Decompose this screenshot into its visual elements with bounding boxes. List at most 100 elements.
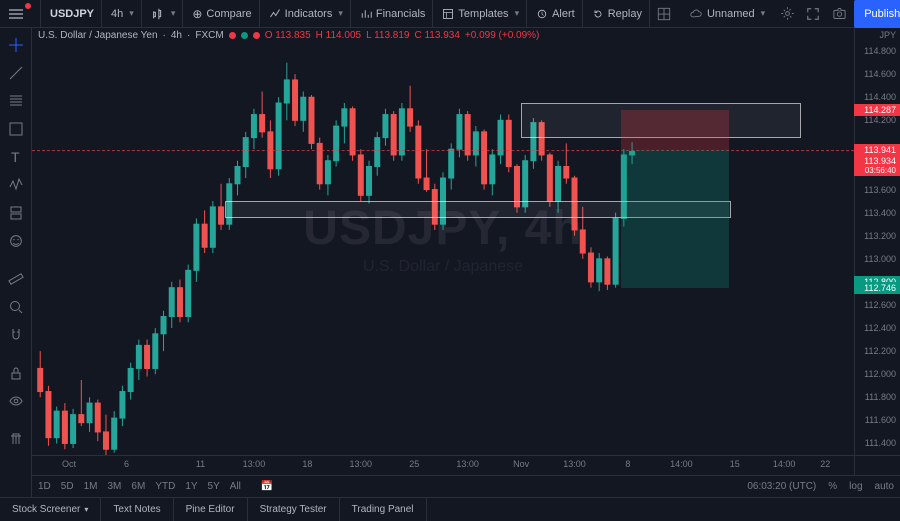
cloud-icon [689, 7, 703, 21]
y-tick: 111.800 [865, 392, 896, 402]
plus-circle-icon [192, 7, 202, 21]
financials-icon [360, 8, 372, 20]
bottom-tab-strategy-tester[interactable]: Strategy Tester [248, 498, 340, 521]
alert-button[interactable]: Alert [529, 0, 583, 28]
legend: U.S. Dollar / Japanese Yen · 4h · FXCM O… [38, 30, 539, 41]
measure-tool[interactable] [3, 266, 29, 292]
chart-plot[interactable]: USDJPY, 4h U.S. Dollar / Japanese U.S. D… [32, 28, 854, 455]
x-tick: 14:00 [773, 459, 796, 469]
clock: 06:03:20 (UTC) [747, 481, 816, 492]
svg-text:T: T [11, 149, 20, 165]
chart-style-button[interactable] [144, 0, 184, 28]
x-tick: Nov [513, 459, 529, 469]
y-tick: 111.400 [865, 438, 896, 448]
entry-line [32, 150, 854, 151]
shapes-tool[interactable] [3, 116, 29, 142]
y-tick: 112.600 [864, 300, 896, 310]
indicators-icon [269, 8, 281, 20]
y-tick: 114.600 [864, 69, 896, 79]
y-tick: 112.200 [864, 346, 896, 356]
y-tick: 113.000 [864, 254, 896, 264]
timeframe-5y[interactable]: 5Y [208, 481, 220, 492]
time-axis[interactable]: Oct61113:001813:002513:00Nov13:00814:001… [32, 456, 854, 475]
lock-tool[interactable] [3, 360, 29, 386]
status-dot-icon [229, 32, 236, 39]
y-tick: 114.200 [864, 115, 896, 125]
trendline-tool[interactable] [3, 60, 29, 86]
bottom-tab-trading-panel[interactable]: Trading Panel [340, 498, 427, 521]
x-tick: 18 [302, 459, 312, 469]
y-tick: 113.600 [864, 185, 896, 195]
settings-button[interactable] [776, 3, 798, 25]
x-tick: 6 [124, 459, 129, 469]
x-tick: 13:00 [350, 459, 373, 469]
timeframe-bar: 1D 5D 1M 3M 6M YTD 1Y 5Y All 06:03:20 (UTC) % lo… [32, 475, 900, 497]
templates-button[interactable]: Templates [435, 0, 527, 28]
timeframe-1d[interactable]: 1D [38, 481, 51, 492]
x-tick: 14:00 [670, 459, 693, 469]
camera-icon [832, 6, 847, 21]
y-tick: 114.800 [864, 46, 896, 56]
status-dot-icon [241, 32, 248, 39]
magnet-tool[interactable] [3, 322, 29, 348]
compare-button[interactable]: Compare [185, 0, 259, 28]
timeframe-5d[interactable]: 5D [61, 481, 74, 492]
x-tick: 13:00 [563, 459, 586, 469]
price-axis[interactable]: JPY 114.800114.600114.400114.200113.8001… [854, 28, 900, 455]
financials-button[interactable]: Financials [353, 0, 434, 28]
timeframe-3m[interactable]: 3M [108, 481, 122, 492]
y-tick: 112.000 [864, 369, 896, 379]
candles-icon [151, 7, 165, 21]
y-tick: 114.400 [864, 92, 896, 102]
layout-grid-icon [657, 7, 671, 21]
snapshot-button[interactable] [828, 3, 850, 25]
percent-toggle[interactable]: % [828, 481, 837, 492]
log-toggle[interactable]: log [849, 481, 862, 492]
x-tick: 13:00 [456, 459, 479, 469]
x-tick: 8 [625, 459, 630, 469]
fib-tool[interactable] [3, 88, 29, 114]
symbol-picker[interactable]: USDJPY [43, 0, 102, 28]
remove-drawings-tool[interactable] [3, 426, 29, 452]
hide-drawings-tool[interactable] [3, 388, 29, 414]
y-tick: 112.400 [864, 323, 896, 333]
position-tool[interactable] [3, 200, 29, 226]
timeframe-6m[interactable]: 6M [131, 481, 145, 492]
timeframe-1y[interactable]: 1Y [185, 481, 197, 492]
price-tag: 113.93403:56:40 [854, 156, 900, 176]
timeframe-all[interactable]: All [230, 481, 241, 492]
bottom-tab-stock-screener[interactable]: Stock Screener▾ [0, 498, 101, 521]
x-tick: Oct [62, 459, 76, 469]
bottom-panel-tabs: Stock Screener▾Text NotesPine EditorStra… [0, 497, 900, 521]
publish-button[interactable]: Publish [854, 0, 900, 28]
bottom-tab-text-notes[interactable]: Text Notes [101, 498, 173, 521]
replay-button[interactable]: Replay [585, 0, 650, 28]
replay-icon [592, 8, 604, 20]
goto-date-button[interactable] [261, 481, 273, 492]
indicators-button[interactable]: Indicators [262, 0, 351, 28]
pattern-tool[interactable] [3, 172, 29, 198]
x-tick: 13:00 [243, 459, 266, 469]
fullscreen-icon [806, 7, 820, 21]
top-toolbar: USDJPY 4h Compare Indicators Financials [0, 0, 900, 28]
y-tick: 111.600 [865, 415, 896, 425]
timeframe-ytd[interactable]: YTD [155, 481, 175, 492]
auto-toggle[interactable]: auto [875, 481, 894, 492]
fullscreen-button[interactable] [802, 3, 824, 25]
y-tick: 113.200 [864, 231, 896, 241]
gear-icon [780, 6, 795, 21]
timeframe-1m[interactable]: 1M [84, 481, 98, 492]
icon-tool[interactable] [3, 228, 29, 254]
x-tick: 11 [196, 459, 205, 469]
menu-button[interactable] [2, 0, 41, 28]
interval-picker[interactable]: 4h [104, 0, 142, 28]
x-tick: 15 [730, 459, 740, 469]
layout-name-button[interactable]: Unnamed [682, 0, 772, 28]
layout-manager-button[interactable] [650, 0, 678, 28]
price-tag: 113.941 [854, 144, 900, 156]
bottom-tab-pine-editor[interactable]: Pine Editor [174, 498, 248, 521]
y-tick: 113.400 [864, 208, 896, 218]
zoom-tool[interactable] [3, 294, 29, 320]
crosshair-tool[interactable] [3, 32, 29, 58]
text-tool[interactable]: T [3, 144, 29, 170]
